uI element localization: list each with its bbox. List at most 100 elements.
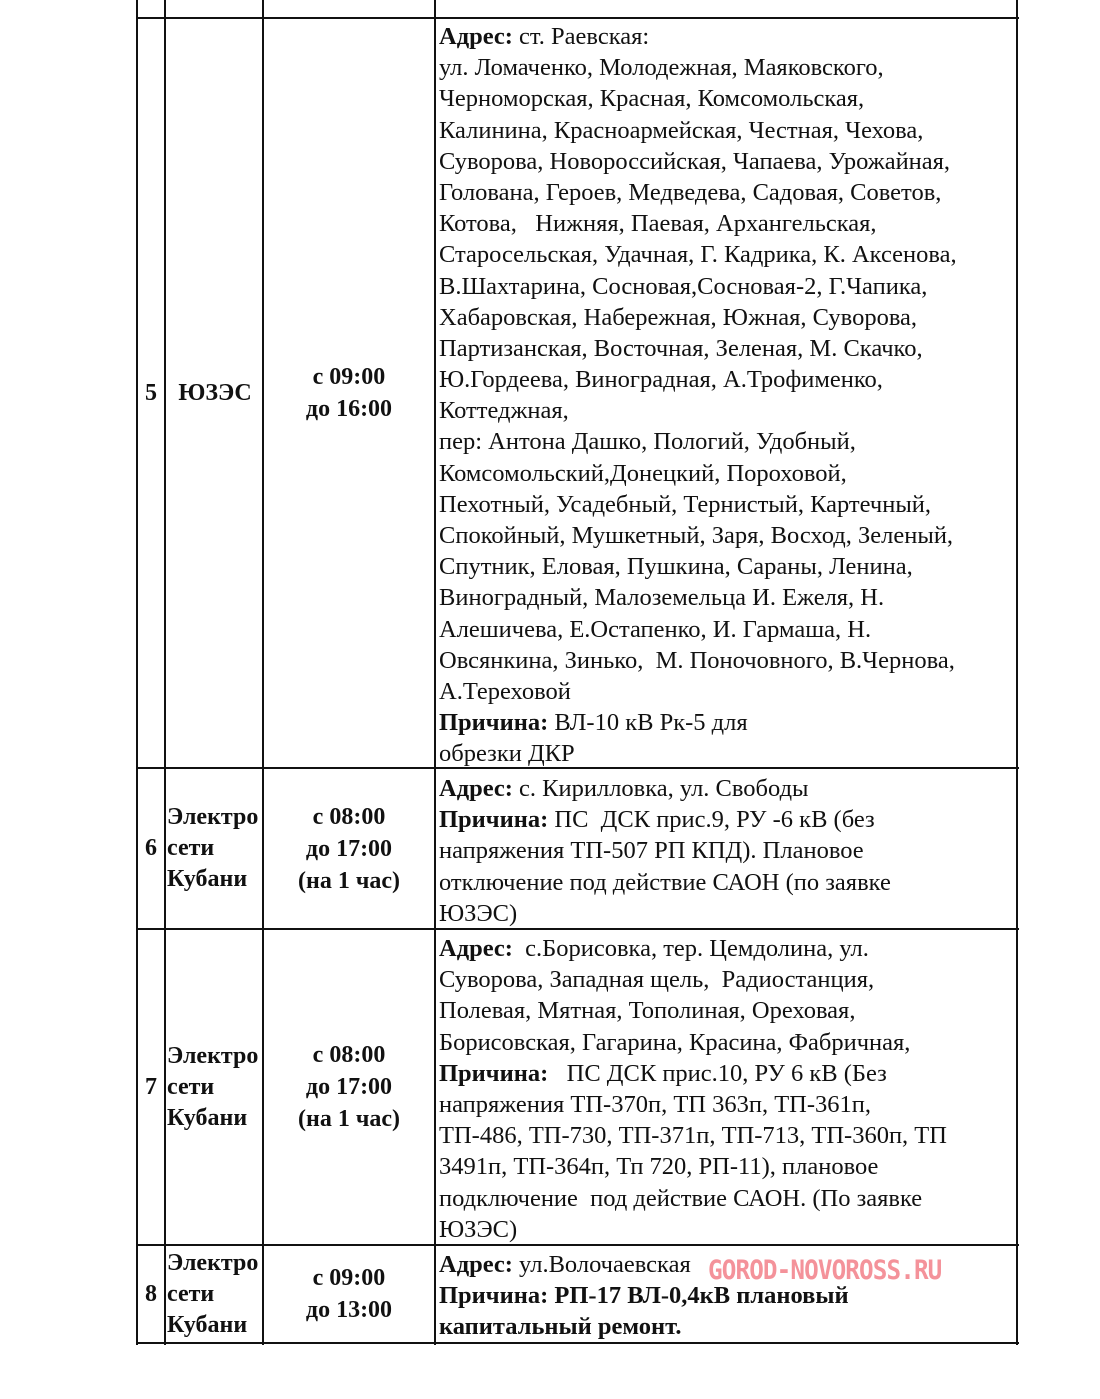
organization-line: Электро bbox=[167, 1042, 259, 1069]
row-divider bbox=[137, 17, 1019, 19]
label-bold: Причина: bbox=[439, 1059, 549, 1087]
text-segment: с.Борисовка, тер. Цемдолина, ул. bbox=[512, 935, 869, 962]
table-border-left bbox=[136, 0, 138, 1345]
row-number-text: 5 bbox=[145, 379, 157, 406]
time-range: с 08:00 до 17:00 (на 1 час) bbox=[298, 801, 400, 897]
organization-line: Кубани bbox=[167, 1311, 248, 1338]
row-divider bbox=[137, 928, 1019, 930]
address-line: Адрес: ул.Волочаевская bbox=[439, 1249, 1019, 1280]
text-segment: Котова, Нижняя, Паевая, Архангельская, bbox=[439, 210, 877, 238]
organization-line: Кубани bbox=[167, 866, 248, 892]
organization-cell: Электро сети Кубани bbox=[165, 930, 263, 1244]
address-line: ЮЗЭС) bbox=[439, 1214, 1019, 1245]
text-segment: пер: Антона Дашко, Пологий, Удобный, bbox=[439, 428, 856, 456]
text-segment: Овсянкина, Зинько, М. Поночовного, В.Чер… bbox=[439, 646, 955, 674]
address-line: Спутник, Еловая, Пушкина, Сараны, Ленина… bbox=[439, 551, 1019, 582]
text-segment: ТП-486, ТП-730, ТП-371п, ТП-713, ТП-360п… bbox=[439, 1122, 947, 1150]
text-segment: Старосельская, Удачная, Г. Кадрика, К. А… bbox=[439, 241, 957, 269]
text-segment: В.Шахтарина, Сосновая,Сосновая-2, Г.Чапи… bbox=[439, 272, 928, 300]
row-divider bbox=[137, 767, 1019, 769]
address-line: Причина: РП-17 ВЛ-0,4кВ плановый bbox=[439, 1280, 1019, 1311]
row-number-text: 6 bbox=[145, 835, 157, 861]
address-line: В.Шахтарина, Сосновая,Сосновая-2, Г.Чапи… bbox=[439, 271, 1019, 302]
time-line: до 17:00 bbox=[305, 835, 393, 862]
column-divider-address bbox=[434, 0, 436, 1345]
organization-line: сети bbox=[167, 835, 215, 861]
text-segment: ПС ДСК прис.10, РУ 6 кВ (Без bbox=[548, 1059, 887, 1087]
organization-line: Кубани bbox=[167, 1104, 248, 1131]
table-border-right bbox=[1016, 0, 1018, 1345]
text-segment: Партизанская, Восточная, Зеленая, М. Ска… bbox=[439, 334, 923, 362]
text-segment: Хабаровская, Набережная, Южная, Суворова… bbox=[439, 303, 918, 331]
address-line: напряжения ТП-507 РП КПД). Плановое bbox=[439, 835, 1019, 866]
address-line: Причина: ПС ДСК прис.9, РУ -6 кВ (без bbox=[439, 804, 1019, 835]
time-range: с 08:00 до 17:00 (на 1 час) bbox=[298, 1039, 400, 1135]
label-bold: Причина: bbox=[439, 709, 549, 737]
text-segment: Суворова, Западная щель, Радиостанция, bbox=[439, 966, 875, 994]
address-line: Виноградный, Малоземельца И. Ежеля, Н. bbox=[439, 582, 1019, 613]
address-line: Спокойный, Мушкетный, Заря, Восход, Зеле… bbox=[439, 520, 1019, 551]
label-bold: Адрес: bbox=[439, 1251, 513, 1278]
label-bold: Адрес: bbox=[439, 935, 513, 962]
time-line: с 09:00 bbox=[312, 364, 386, 390]
label-bold: Адрес: bbox=[439, 775, 513, 802]
time-line: с 08:00 bbox=[312, 1042, 386, 1068]
address-line: пер: Антона Дашко, Пологий, Удобный, bbox=[439, 426, 1019, 457]
text-segment: Калинина, Красноармейская, Честная, Чехо… bbox=[439, 116, 924, 144]
time-cell: с 08:00 до 17:00 (на 1 час) bbox=[263, 769, 435, 928]
address-line: подключение под действие САОН. (По заявк… bbox=[439, 1183, 1019, 1214]
address-line: напряжения ТП-370п, ТП 363п, ТП-361п, bbox=[439, 1089, 1019, 1120]
address-line: капитальный ремонт. bbox=[439, 1311, 1019, 1342]
time-cell: с 09:00 до 16:00 bbox=[263, 19, 435, 767]
text-segment: отключение под действие САОН (по заявке bbox=[439, 868, 891, 896]
address-cell: Адрес: с. Кирилловка, ул. Свободы Причина… bbox=[439, 773, 1019, 929]
text-segment: 3491п, ТП-364п, Тп 720, РП-11), плановое bbox=[439, 1153, 879, 1181]
text-segment: с. Кирилловка, ул. Свободы bbox=[512, 775, 809, 802]
address-line: Голована, Героев, Медведева, Садовая, Со… bbox=[439, 177, 1019, 208]
text-segment: подключение под действие САОН. (По заявк… bbox=[439, 1184, 923, 1212]
time-line: до 16:00 bbox=[305, 396, 393, 422]
text-segment: ул.Волочаевская bbox=[512, 1251, 691, 1278]
text-segment: обрезки ДКР bbox=[439, 740, 575, 768]
address-line: Суворова, Западная щель, Радиостанция, bbox=[439, 964, 1019, 995]
row-number: 7 bbox=[137, 930, 165, 1244]
column-divider-org bbox=[164, 0, 166, 1345]
address-line: Суворова, Новороссийская, Чапаева, Урожа… bbox=[439, 146, 1019, 177]
text-segment: Виноградный, Малоземельца И. Ежеля, Н. bbox=[439, 584, 885, 612]
organization-name: Электро сети Кубани bbox=[165, 1248, 258, 1341]
address-cell: Адрес: ул.Волочаевская Причина: РП-17 ВЛ-… bbox=[439, 1249, 1019, 1343]
text-segment: ул. Ломаченко, Молодежная, Маяковского, bbox=[439, 54, 884, 82]
text-segment: Полевая, Мятная, Тополиная, Ореховая, bbox=[439, 997, 856, 1025]
row-number: 8 bbox=[137, 1246, 165, 1342]
address-line: Калинина, Красноармейская, Честная, Чехо… bbox=[439, 115, 1019, 146]
time-range: с 09:00 до 16:00 bbox=[306, 361, 392, 425]
organization-name: ЮЗЭС bbox=[176, 378, 251, 409]
text-segment: Голована, Героев, Медведева, Садовая, Со… bbox=[439, 178, 942, 206]
organization-line: Электро bbox=[167, 1249, 259, 1276]
address-line: Полевая, Мятная, Тополиная, Ореховая, bbox=[439, 995, 1019, 1026]
organization-name: Электро сети Кубани bbox=[165, 802, 258, 895]
address-line: Котова, Нижняя, Паевая, Архангельская, bbox=[439, 208, 1019, 239]
address-line: Борисовская, Гагарина, Красина, Фабрична… bbox=[439, 1027, 1019, 1058]
row-number-text: 7 bbox=[145, 1073, 157, 1100]
address-cell: Адрес: с.Борисовка, тер. Цемдолина, ул. С… bbox=[439, 933, 1019, 1245]
address-line: Причина: ПС ДСК прис.10, РУ 6 кВ (Без bbox=[439, 1058, 1019, 1089]
time-line: с 08:00 bbox=[312, 803, 386, 830]
text-segment: ЮЗЭС) bbox=[439, 1215, 518, 1243]
organization-cell: ЮЗЭС bbox=[165, 19, 263, 767]
row-number: 6 bbox=[137, 769, 165, 928]
label-bold: Причина: РП-17 ВЛ-0,4кВ плановый bbox=[439, 1282, 849, 1310]
organization-line: сети bbox=[167, 1280, 215, 1307]
time-line: до 17:00 bbox=[305, 1074, 393, 1100]
row-number-text: 8 bbox=[145, 1280, 157, 1307]
address-line: ЮЗЭС) bbox=[439, 898, 1019, 929]
text-segment: ст. Раевская: bbox=[512, 23, 650, 50]
row-divider bbox=[137, 1244, 1019, 1246]
text-segment: Ю.Гордеева, Виноградная, А.Трофименко, bbox=[439, 366, 883, 394]
address-line: Комсомольский,Донецкий, Пороховой, bbox=[439, 458, 1019, 489]
text-segment: ВЛ-10 кВ Рк-5 для bbox=[548, 709, 748, 737]
text-segment: ЮЗЭС) bbox=[439, 899, 518, 927]
text-segment: Пехотный, Усадебный, Тернистый, Картечны… bbox=[439, 490, 932, 518]
text-segment: ПС ДСК прис.9, РУ -6 кВ (без bbox=[548, 806, 875, 834]
address-line: Алешичева, Е.Остапенко, И. Гармаша, Н. bbox=[439, 614, 1019, 645]
